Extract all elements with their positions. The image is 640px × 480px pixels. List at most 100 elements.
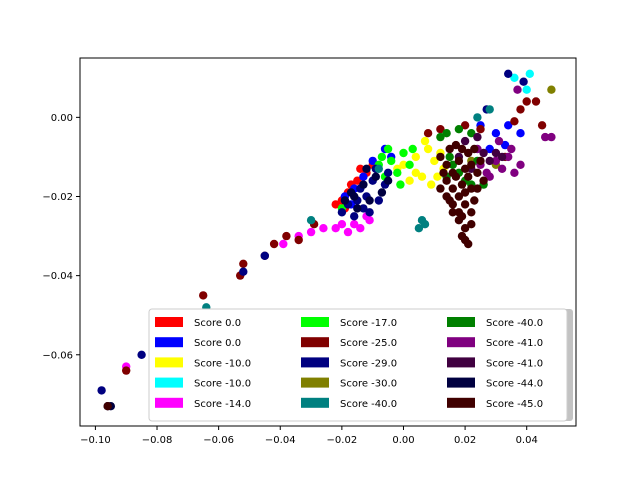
series-9-point-4 xyxy=(414,224,424,233)
series-13-point-11 xyxy=(340,196,350,205)
series-13-point-7 xyxy=(377,188,387,197)
series-4-point-5 xyxy=(356,224,365,233)
legend-label-14: Score -45.0 xyxy=(486,399,543,410)
series-10-point-3 xyxy=(467,129,476,138)
series-11-point-9 xyxy=(516,160,525,169)
series-9-point-3 xyxy=(420,220,430,229)
series-12-point-5 xyxy=(491,148,501,158)
series-11-point-6 xyxy=(504,152,513,162)
x-tick-label-4: −0.02 xyxy=(327,435,358,446)
y-tick-label-3: −0.06 xyxy=(42,350,73,361)
series-6-point-14 xyxy=(531,97,541,106)
legend-label-8: Score -30.0 xyxy=(340,379,397,390)
series-14-point-24 xyxy=(457,144,467,154)
series-9-point-6 xyxy=(473,113,482,122)
series-1-point-9 xyxy=(500,140,510,150)
series-7-point-15 xyxy=(504,69,513,79)
series-5-point-5 xyxy=(405,160,414,169)
series-14-point-18 xyxy=(460,188,470,197)
legend-label-12: Score -41.0 xyxy=(486,358,543,369)
x-tick-label-2: −0.06 xyxy=(203,435,234,446)
x-tick-label-3: −0.04 xyxy=(265,435,296,446)
series-7-point-16 xyxy=(519,77,528,86)
legend-label-9: Score -40.0 xyxy=(340,399,397,410)
series-14-point-5 xyxy=(467,160,476,169)
x-tick-label-5: 0.00 xyxy=(392,435,414,446)
series-14-point-23 xyxy=(451,140,461,150)
y-tick-label-1: −0.02 xyxy=(42,192,73,203)
series-9-point-5 xyxy=(485,105,494,114)
legend-label-6: Score -25.0 xyxy=(340,338,397,349)
series-12-point-2 xyxy=(479,148,488,158)
series-14-point-4 xyxy=(460,164,470,173)
series-5-point-7 xyxy=(396,180,405,189)
legend-swatch-1 xyxy=(155,337,183,348)
series-6-point-17 xyxy=(122,366,131,375)
series-14-point-14 xyxy=(460,224,470,233)
legend-items: Score 0.0 Score 0.0 Score -10.0 Score -10.0… xyxy=(155,317,543,410)
series-10-point-7 xyxy=(445,152,454,162)
series-14-point-31 xyxy=(460,235,470,245)
legend-label-10: Score -40.0 xyxy=(486,318,543,329)
series-10-point-2 xyxy=(454,125,464,134)
series-14-point-25 xyxy=(464,148,473,158)
series-11-point-1 xyxy=(547,132,556,142)
series-4-point-2 xyxy=(319,224,328,233)
series-11-point-5 xyxy=(497,164,507,173)
series-12-point-3 xyxy=(485,156,494,166)
series-11-point-7 xyxy=(510,168,519,177)
series-14-point-19 xyxy=(467,184,476,193)
series-4-point-7 xyxy=(279,239,288,249)
series-13-point-10 xyxy=(350,192,359,201)
x-axis: −0.10 −0.08 −0.06 −0.04 −0.02 0.00 0.02 0.04 xyxy=(80,426,538,446)
series-11-point-4 xyxy=(491,156,501,166)
legend-swatch-13 xyxy=(447,377,475,388)
series-12-point-1 xyxy=(473,132,482,142)
series-7-point-18 xyxy=(337,208,347,217)
series-14-point-36 xyxy=(470,196,479,205)
series-13-point-4 xyxy=(371,172,380,181)
series-13-point-8 xyxy=(362,164,371,173)
legend-swatch-14 xyxy=(447,397,475,408)
series-2-point-11 xyxy=(420,136,430,146)
series-7-point-10 xyxy=(350,212,359,221)
series-6-point-7 xyxy=(423,129,433,138)
series-4-point-1 xyxy=(306,227,316,237)
series-6-point-11 xyxy=(510,117,519,126)
axes-frame xyxy=(79,57,577,427)
series-7-point-3 xyxy=(260,251,269,260)
series-4-point-3 xyxy=(331,224,340,233)
legend-label-0: Score 0.0 xyxy=(194,318,241,329)
legend-label-13: Score -44.0 xyxy=(486,379,543,390)
legend-label-1: Score 0.0 xyxy=(194,338,241,349)
series-2-point-2 xyxy=(423,144,433,154)
series-6-point-3 xyxy=(269,239,279,249)
series-5-point-6 xyxy=(383,144,393,154)
legend-swatch-11 xyxy=(447,337,475,348)
legend-swatch-6 xyxy=(301,337,329,348)
series-0-point-2 xyxy=(356,164,365,173)
series-7-point-8 xyxy=(374,196,383,205)
series-11-point-12 xyxy=(513,85,522,94)
series-4-point-9 xyxy=(337,220,347,229)
legend-label-5: Score -17.0 xyxy=(340,318,397,329)
series-4-point-10 xyxy=(350,220,359,229)
x-tick-label-7: 0.04 xyxy=(516,435,538,446)
series-3-point-1 xyxy=(522,85,531,94)
series-14-point-37 xyxy=(476,156,485,166)
series-6-point-12 xyxy=(516,105,525,114)
series-7-point-0 xyxy=(97,386,106,395)
series-1-point-6 xyxy=(491,129,501,138)
series-2-point-12 xyxy=(433,172,442,181)
series-1-point-11 xyxy=(485,144,494,154)
x-tick-label-0: −0.10 xyxy=(80,435,111,446)
y-tick-label-0: 0.00 xyxy=(51,113,73,124)
y-tick-label-2: −0.04 xyxy=(42,271,73,282)
legend: Score 0.0 Score 0.0 Score -10.0 Score -10.0… xyxy=(148,308,573,422)
x-tick-label-1: −0.08 xyxy=(142,435,173,446)
legend-label-2: Score -10.0 xyxy=(194,358,251,369)
series-5-point-9 xyxy=(408,144,417,154)
series-6-point-13 xyxy=(522,97,531,106)
series-2-point-5 xyxy=(405,176,414,185)
series-14-point-35 xyxy=(464,172,473,181)
